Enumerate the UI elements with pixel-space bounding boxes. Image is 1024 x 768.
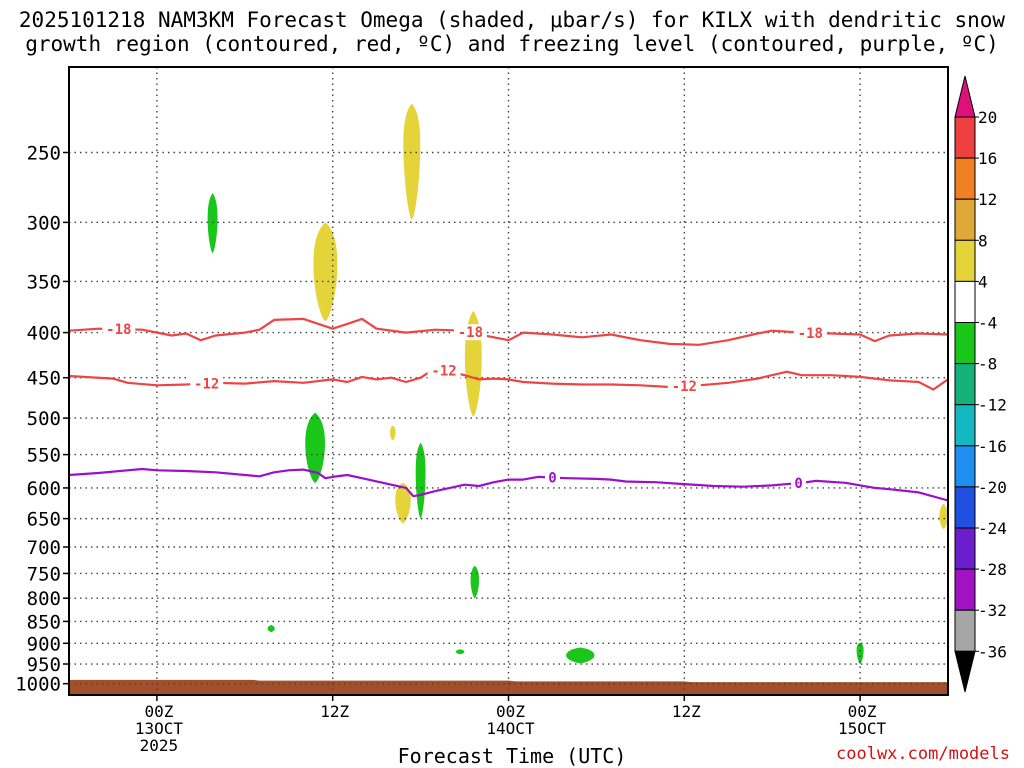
y-tick-label-250: 250 [27, 142, 61, 164]
omega-region-5 [395, 482, 411, 524]
omega-region-13 [566, 647, 595, 664]
omega-region-9 [415, 442, 426, 519]
colorbar-label-20: 20 [978, 108, 997, 127]
x-tick-label-14oct: 14OCT [486, 719, 535, 738]
y-tick-label-700: 700 [27, 537, 61, 559]
colorbar-band-4 [954, 239, 976, 282]
colorbar-label-neg20: -20 [978, 478, 1007, 497]
y-tick-label-1000: 1000 [15, 674, 61, 696]
y-tick-label-550: 550 [27, 445, 61, 467]
x-tick-label-12z: 12Z [320, 702, 349, 721]
colorbar-band-7 [954, 363, 976, 406]
terrain-fill [69, 679, 948, 695]
contour-label-bg [102, 321, 136, 338]
colorbar-band-10 [954, 486, 976, 529]
y-tick-label-400: 400 [27, 323, 61, 345]
omega-region-1 [403, 103, 421, 220]
colorbar-band-5 [954, 280, 976, 323]
omega-region-14 [856, 642, 864, 665]
chart-title-line-2: growth region (contoured, red, ºC) and f… [25, 32, 999, 56]
contour-label--18-1: -18 [106, 322, 131, 338]
contour-label-bg [793, 324, 827, 341]
colorbar-label-8: 8 [978, 231, 988, 250]
contour-label--18-2: -18 [458, 325, 483, 341]
colorbar-label-neg16: -16 [978, 437, 1007, 456]
x-axis-label: Forecast Time (UTC) [397, 744, 627, 768]
colorbar-label-neg4: -4 [978, 314, 997, 333]
colorbar-band-11 [954, 527, 976, 570]
colorbar-label-neg36: -36 [978, 642, 1007, 661]
colorbar-band-8 [954, 404, 976, 447]
y-tick-label-350: 350 [27, 271, 61, 293]
x-tick-label-13oct: 13OCT [135, 719, 184, 738]
contour-label-0-2: 0 [794, 476, 802, 492]
omega-region-12 [455, 649, 465, 655]
y-tick-label-300: 300 [27, 212, 61, 234]
contour-layer: -18 -18 -18 -12 -12 -12 0 0 [69, 317, 948, 502]
y-tick-label-800: 800 [27, 588, 61, 610]
omega-region-6 [939, 503, 948, 530]
axes-layer: 2503003504004505005506006507007508008509… [15, 66, 949, 755]
x-tick-label-00z: 00Z [848, 702, 877, 721]
x-tick-label-00z: 00Z [144, 702, 173, 721]
x-tick-label-00z: 00Z [496, 702, 525, 721]
y-tick-label-650: 650 [27, 509, 61, 531]
omega-region-4 [389, 425, 396, 441]
omega-region-7 [207, 193, 218, 254]
colorbar-band-3 [954, 198, 976, 241]
colorbar-label-neg24: -24 [978, 519, 1007, 538]
contour-label-bg [427, 362, 461, 379]
y-tick-label-750: 750 [27, 563, 61, 585]
colorbar-band-13 [954, 609, 976, 652]
colorbar-band-2 [954, 157, 976, 200]
colorbar-label-neg32: -32 [978, 601, 1007, 620]
x-tick-label-2025: 2025 [140, 736, 179, 755]
colorbar-label-12: 12 [978, 190, 997, 209]
colorbar-label-neg28: -28 [978, 560, 1007, 579]
contour-label-bg [544, 469, 560, 486]
omega-region-10 [470, 565, 480, 599]
contour-label-bg [190, 375, 224, 392]
colorbar-label-neg8: -8 [978, 355, 997, 374]
source-credit: coolwx.com/models [836, 744, 1010, 764]
colorbar-label-4: 4 [978, 272, 988, 291]
chart-title-line-1: 2025101218 NAM3KM Forecast Omega (shaded… [18, 8, 1006, 32]
colorbar-label-16: 16 [978, 149, 997, 168]
contour-label--12-3: -12 [672, 379, 697, 395]
colorbar-band-1 [954, 116, 976, 159]
y-tick-label-450: 450 [27, 368, 61, 390]
x-tick-label-15oct: 15OCT [838, 719, 887, 738]
colorbar: 20 16 12 8 4 -4 -8 -12 -16 -20 -24 -28 -32 -36 [954, 75, 1007, 693]
contour-label--12-2: -12 [431, 363, 456, 379]
contour-line-0 [69, 467, 948, 502]
x-tick-label-12z: 12Z [672, 702, 701, 721]
y-tick-label-500: 500 [27, 408, 61, 430]
omega-region-8 [305, 412, 325, 483]
y-tick-label-850: 850 [27, 611, 61, 633]
y-tick-label-950: 950 [27, 654, 61, 676]
y-tick-label-600: 600 [27, 478, 61, 500]
colorbar-band-9 [954, 445, 976, 488]
contour-label-bg [453, 324, 487, 341]
colorbar-band-6 [954, 322, 976, 365]
colorbar-bottom-arrow [954, 650, 976, 693]
contour-label--12-1: -12 [194, 376, 219, 392]
y-tick-label-900: 900 [27, 633, 61, 655]
colorbar-label-neg12: -12 [978, 396, 1007, 415]
omega-region-11 [267, 624, 275, 633]
contour-label-bg [667, 378, 701, 395]
contour-label-bg [791, 475, 807, 492]
colorbar-band-12 [954, 568, 976, 611]
contour-line--12 [69, 367, 948, 391]
terrain-layer [69, 679, 948, 695]
omega-region-2 [313, 222, 338, 321]
colorbar-top-arrow [954, 75, 976, 118]
contour-label--18-3: -18 [798, 326, 823, 342]
contour-label-0-1: 0 [548, 471, 556, 487]
